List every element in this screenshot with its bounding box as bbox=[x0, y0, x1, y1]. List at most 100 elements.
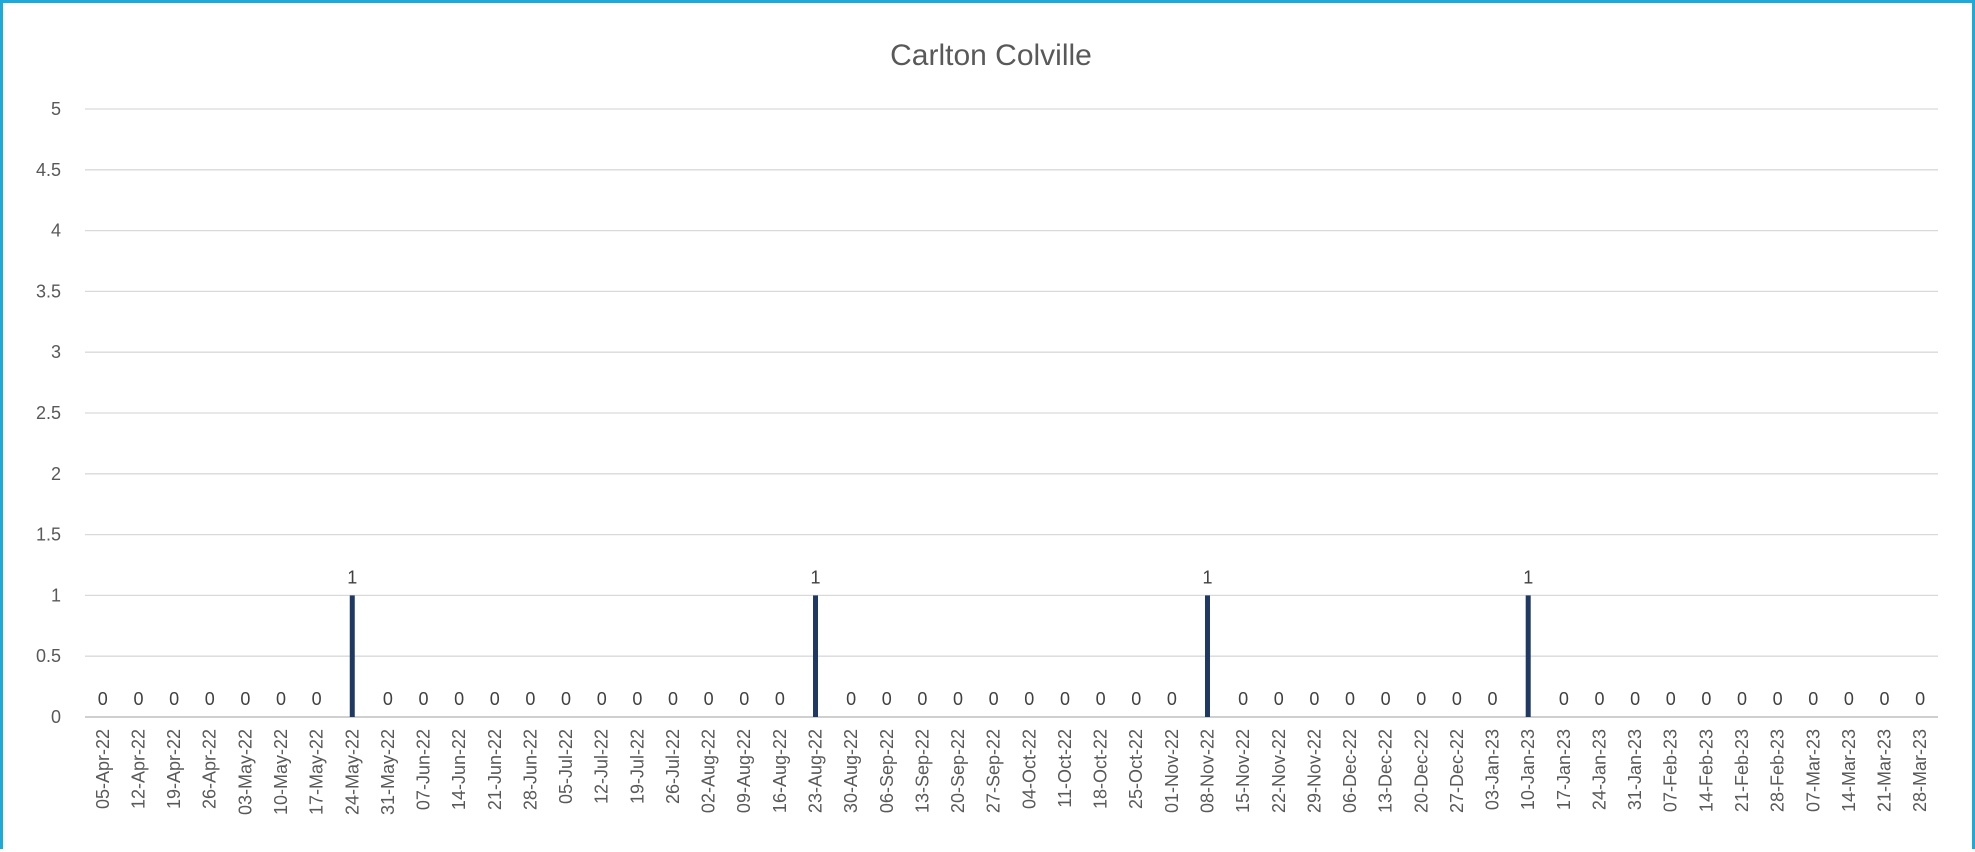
data-labels: 0 0 0 0 0 0 0 1 0 0 0 0 0 0 0 0 0 0 0 0 1 0 0 0 0 0 0 0 0 0 0 1 0 0 0 0 0 0 0 0… bbox=[98, 567, 1925, 709]
data-label: 0 bbox=[704, 689, 714, 709]
y-tick-label: 2.5 bbox=[36, 403, 61, 423]
x-tick-label: 25-Oct-22 bbox=[1126, 729, 1146, 809]
x-tick-label: 28-Feb-23 bbox=[1768, 729, 1788, 812]
x-tick-label: 20-Dec-22 bbox=[1411, 729, 1431, 813]
y-tick-label: 1.5 bbox=[36, 525, 61, 545]
x-tick-label: 13-Sep-22 bbox=[912, 729, 932, 813]
data-label: 0 bbox=[1594, 689, 1604, 709]
x-tick-label: 27-Sep-22 bbox=[984, 729, 1004, 813]
x-tick-label: 12-Apr-22 bbox=[128, 729, 148, 809]
x-tick-label: 14-Feb-23 bbox=[1696, 729, 1716, 812]
x-tick-label: 14-Jun-22 bbox=[449, 729, 469, 810]
gridlines bbox=[85, 108, 1938, 718]
x-tick-label: 05-Jul-22 bbox=[556, 729, 576, 804]
data-label: 0 bbox=[739, 689, 749, 709]
data-label: 0 bbox=[1773, 689, 1783, 709]
x-tick-label: 16-Aug-22 bbox=[770, 729, 790, 813]
x-tick-label: 29-Nov-22 bbox=[1304, 729, 1324, 813]
carlton-colville-chart: Carlton Colville 0 0.5 1 1.5 2 2.5 3 3.5 4 4.5 5 0… bbox=[36, 39, 1938, 815]
data-label: 0 bbox=[133, 689, 143, 709]
y-tick-label: 1 bbox=[51, 585, 61, 605]
y-axis-ticks: 0 0.5 1 1.5 2 2.5 3 3.5 4 4.5 5 bbox=[36, 99, 61, 727]
x-tick-label: 23-Aug-22 bbox=[806, 729, 826, 813]
data-label: 0 bbox=[668, 689, 678, 709]
data-label: 0 bbox=[775, 689, 785, 709]
bars bbox=[349, 595, 1531, 717]
data-label: 0 bbox=[917, 689, 927, 709]
data-label: 0 bbox=[1630, 689, 1640, 709]
data-label: 0 bbox=[561, 689, 571, 709]
data-label: 0 bbox=[205, 689, 215, 709]
data-label: 0 bbox=[1808, 689, 1818, 709]
data-label: 1 bbox=[1523, 567, 1533, 587]
x-tick-label: 19-Jul-22 bbox=[627, 729, 647, 804]
x-tick-label: 21-Mar-23 bbox=[1875, 729, 1895, 812]
x-tick-label: 10-May-22 bbox=[271, 729, 291, 815]
x-tick-label: 02-Aug-22 bbox=[699, 729, 719, 813]
x-tick-label: 22-Nov-22 bbox=[1269, 729, 1289, 813]
data-label: 0 bbox=[1559, 689, 1569, 709]
x-tick-label: 24-May-22 bbox=[342, 729, 362, 815]
x-tick-label: 17-May-22 bbox=[307, 729, 327, 815]
data-label: 0 bbox=[1167, 689, 1177, 709]
data-label: 0 bbox=[1844, 689, 1854, 709]
x-tick-label: 27-Dec-22 bbox=[1447, 729, 1467, 813]
chart-title: Carlton Colville bbox=[890, 39, 1092, 72]
data-label: 0 bbox=[1701, 689, 1711, 709]
x-tick-label: 17-Jan-23 bbox=[1554, 729, 1574, 810]
x-tick-label: 06-Sep-22 bbox=[877, 729, 897, 813]
data-label: 0 bbox=[525, 689, 535, 709]
x-tick-label: 05-Apr-22 bbox=[93, 729, 113, 809]
x-tick-label: 07-Jun-22 bbox=[414, 729, 434, 810]
bar bbox=[813, 595, 819, 717]
data-label: 1 bbox=[1202, 567, 1212, 587]
x-tick-label: 03-May-22 bbox=[235, 729, 255, 815]
data-label: 0 bbox=[1309, 689, 1319, 709]
data-label: 0 bbox=[383, 689, 393, 709]
x-tick-label: 10-Jan-23 bbox=[1518, 729, 1538, 810]
x-tick-label: 11-Oct-22 bbox=[1055, 729, 1075, 808]
y-tick-label: 4.5 bbox=[36, 160, 61, 180]
x-tick-label: 28-Jun-22 bbox=[520, 729, 540, 810]
data-label: 0 bbox=[169, 689, 179, 709]
data-label: 0 bbox=[846, 689, 856, 709]
data-label: 0 bbox=[1024, 689, 1034, 709]
data-label: 0 bbox=[1488, 689, 1498, 709]
x-tick-label: 24-Jan-23 bbox=[1589, 729, 1609, 810]
data-label: 0 bbox=[597, 689, 607, 709]
data-label: 0 bbox=[1416, 689, 1426, 709]
x-tick-label: 18-Oct-22 bbox=[1091, 729, 1111, 809]
x-tick-label: 26-Jul-22 bbox=[663, 729, 683, 804]
y-tick-label: 5 bbox=[51, 99, 61, 119]
bar bbox=[1204, 595, 1210, 717]
x-tick-label: 04-Oct-22 bbox=[1019, 729, 1039, 809]
y-tick-label: 4 bbox=[51, 221, 61, 241]
x-tick-label: 12-Jul-22 bbox=[592, 729, 612, 804]
data-label: 0 bbox=[454, 689, 464, 709]
data-label: 0 bbox=[1096, 689, 1106, 709]
y-tick-label: 3.5 bbox=[36, 281, 61, 301]
data-label: 0 bbox=[1274, 689, 1284, 709]
y-tick-label: 0.5 bbox=[36, 646, 61, 666]
data-label: 0 bbox=[490, 689, 500, 709]
data-label: 0 bbox=[1131, 689, 1141, 709]
x-tick-label: 31-Jan-23 bbox=[1625, 729, 1645, 810]
data-label: 0 bbox=[953, 689, 963, 709]
data-label: 0 bbox=[1880, 689, 1890, 709]
x-tick-label: 21-Feb-23 bbox=[1732, 729, 1752, 812]
y-tick-label: 0 bbox=[51, 707, 61, 727]
data-label: 0 bbox=[419, 689, 429, 709]
data-label: 0 bbox=[1238, 689, 1248, 709]
x-tick-label: 13-Dec-22 bbox=[1376, 729, 1396, 813]
x-tick-label: 08-Nov-22 bbox=[1197, 729, 1217, 813]
data-label: 0 bbox=[240, 689, 250, 709]
x-tick-label: 07-Mar-23 bbox=[1803, 729, 1823, 812]
x-axis-ticks: 05-Apr-22 12-Apr-22 19-Apr-22 26-Apr-22 03-M… bbox=[93, 729, 1930, 815]
data-label: 0 bbox=[1381, 689, 1391, 709]
x-tick-label: 20-Sep-22 bbox=[948, 729, 968, 813]
x-tick-label: 03-Jan-23 bbox=[1483, 729, 1503, 810]
data-label: 0 bbox=[1666, 689, 1676, 709]
data-label: 0 bbox=[312, 689, 322, 709]
bar bbox=[1525, 595, 1531, 717]
